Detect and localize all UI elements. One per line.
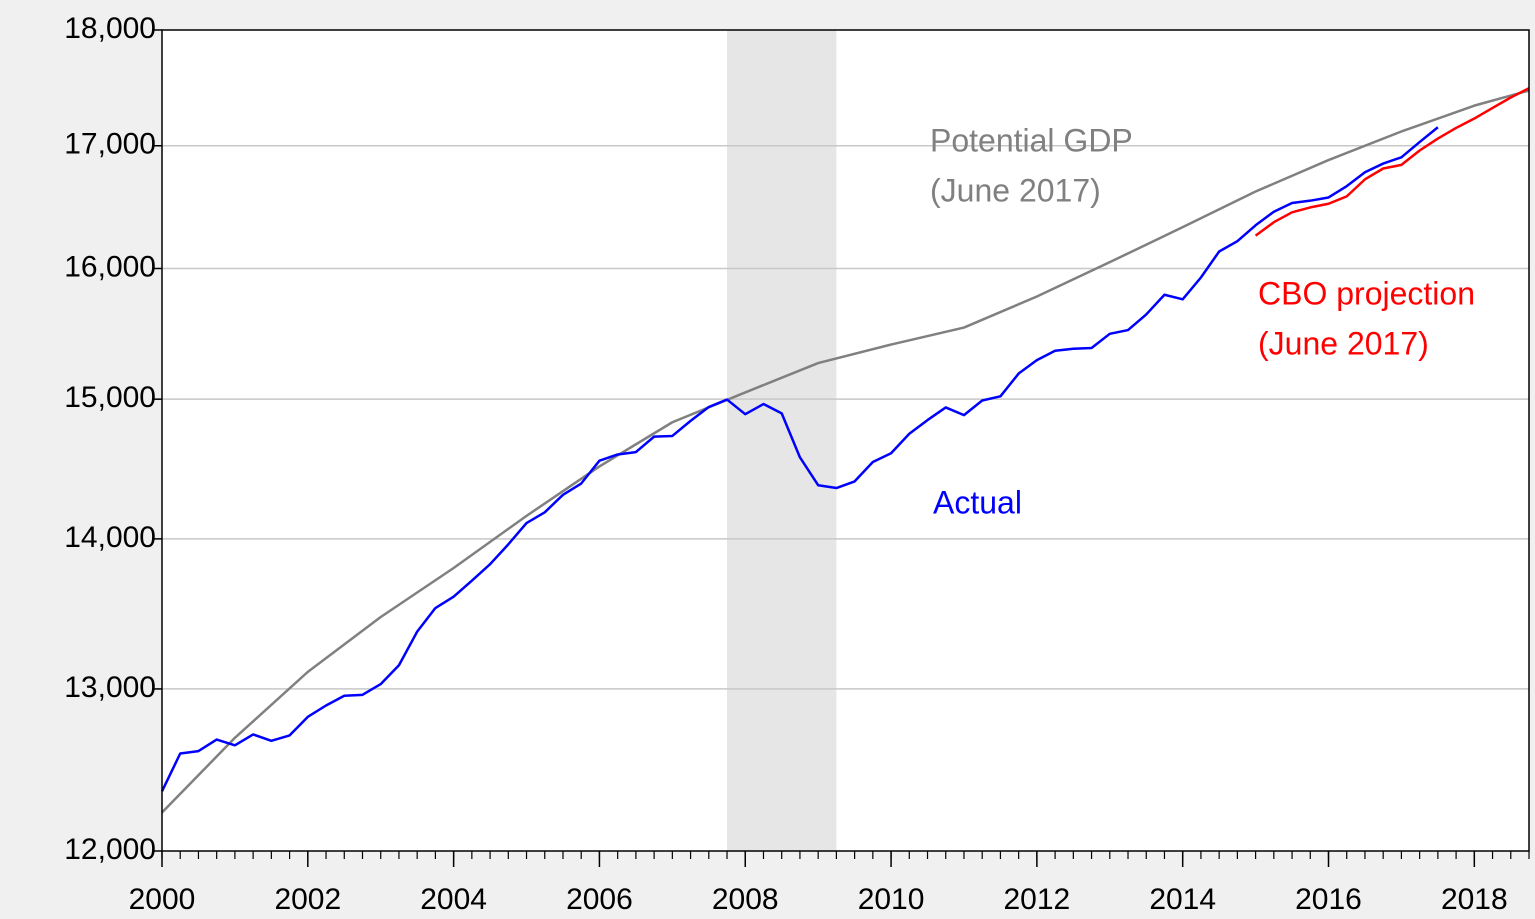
y-tick-label: 12,000 bbox=[64, 833, 156, 866]
y-tick-label: 15,000 bbox=[64, 381, 156, 414]
line-series bbox=[1254, 87, 1530, 237]
y-tick-label: 17,000 bbox=[64, 128, 156, 161]
x-tick-label: 2016 bbox=[1295, 883, 1362, 916]
x-tick-label: 2018 bbox=[1441, 883, 1508, 916]
x-tick-label: 2008 bbox=[712, 883, 779, 916]
x-tick-label: 2004 bbox=[420, 883, 487, 916]
x-tick-label: 2006 bbox=[566, 883, 633, 916]
y-tick-label: 13,000 bbox=[64, 671, 156, 704]
x-tick-label: 2000 bbox=[129, 883, 196, 916]
x-tick-label: 2010 bbox=[858, 883, 925, 916]
annotation: (June 2017) bbox=[1258, 325, 1429, 361]
x-tick-label: 2012 bbox=[1004, 883, 1071, 916]
y-tick-label: 14,000 bbox=[64, 521, 156, 554]
x-tick-label: 2014 bbox=[1149, 883, 1216, 916]
y-tick-label: 16,000 bbox=[64, 250, 156, 283]
annotation: (June 2017) bbox=[930, 172, 1101, 208]
y-tick-label: 18,000 bbox=[64, 12, 156, 45]
line-series bbox=[161, 89, 1530, 814]
line-series bbox=[160, 126, 1439, 792]
x-tick-label: 2002 bbox=[274, 883, 341, 916]
annotation: CBO projection bbox=[1258, 275, 1475, 311]
annotation: Actual bbox=[933, 484, 1022, 520]
plot-area bbox=[162, 30, 1529, 851]
annotation: Potential GDP bbox=[930, 122, 1133, 158]
recession-shading bbox=[727, 30, 837, 851]
plot-frame bbox=[161, 29, 1530, 852]
